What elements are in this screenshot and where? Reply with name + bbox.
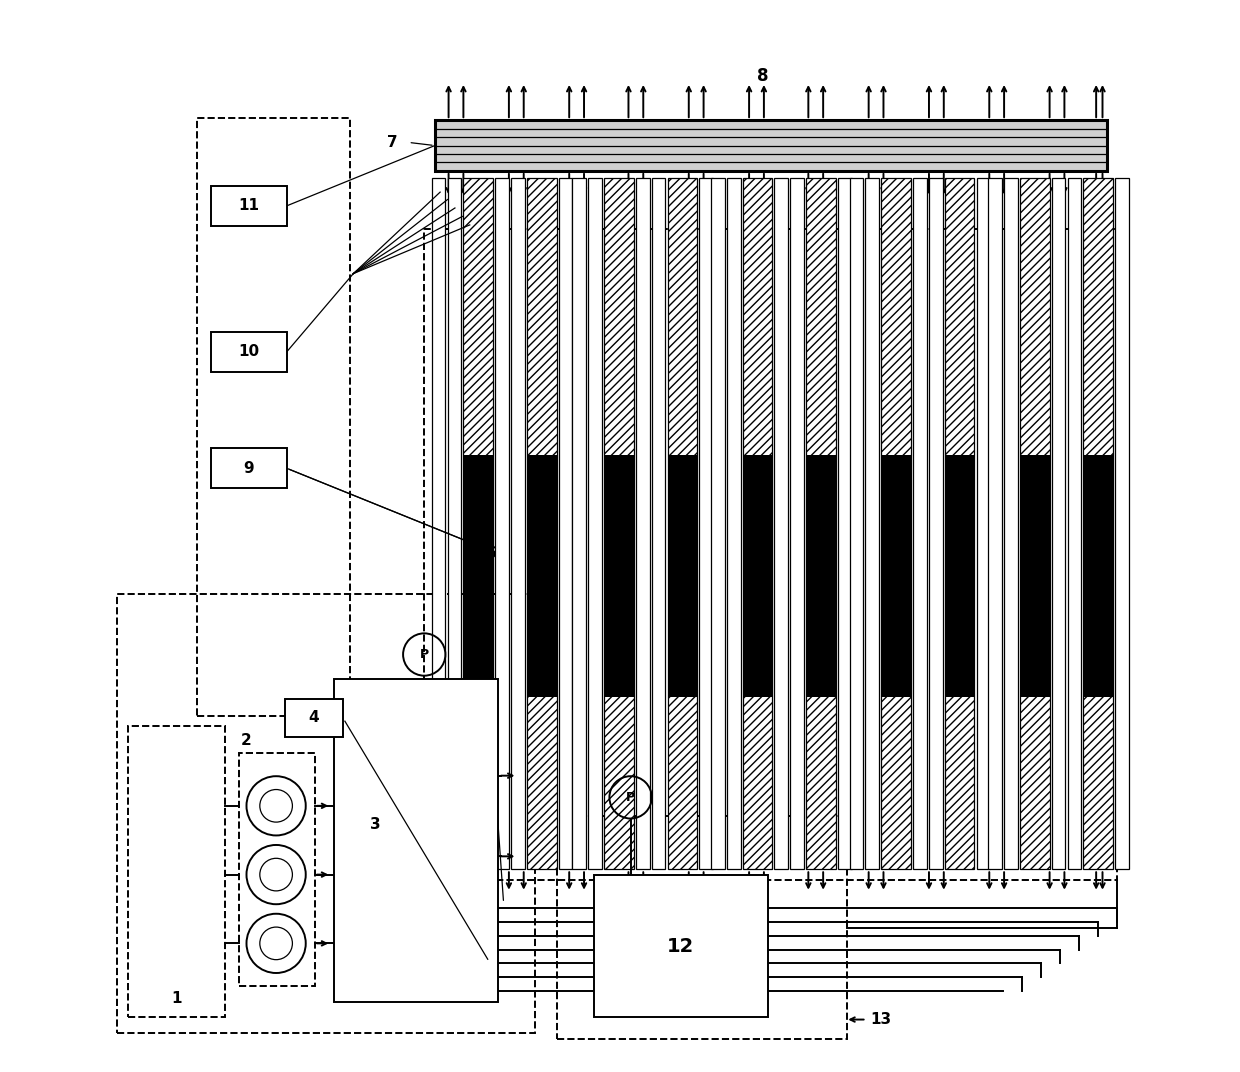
Bar bbox=[882, 455, 911, 697]
Bar bbox=[527, 178, 557, 869]
Text: 2: 2 bbox=[242, 733, 252, 747]
Text: 6: 6 bbox=[486, 547, 496, 562]
Bar bbox=[495, 178, 508, 869]
Text: 9: 9 bbox=[243, 461, 254, 476]
Bar bbox=[806, 455, 836, 697]
Bar bbox=[284, 699, 342, 738]
Bar bbox=[594, 875, 768, 1017]
Bar bbox=[1084, 455, 1114, 697]
Bar bbox=[913, 178, 926, 869]
Bar bbox=[667, 455, 697, 697]
Bar bbox=[699, 178, 713, 869]
Bar bbox=[435, 120, 1107, 170]
Text: P: P bbox=[419, 647, 429, 661]
Text: 10: 10 bbox=[238, 344, 259, 359]
Bar bbox=[211, 185, 286, 226]
Bar bbox=[945, 178, 975, 869]
Bar bbox=[432, 178, 445, 869]
Text: 11: 11 bbox=[238, 198, 259, 213]
Bar bbox=[1115, 178, 1128, 869]
Bar bbox=[464, 455, 494, 697]
Bar bbox=[527, 455, 557, 697]
Text: 5: 5 bbox=[475, 589, 486, 604]
Bar bbox=[977, 178, 991, 869]
Text: 4: 4 bbox=[309, 711, 319, 726]
Bar bbox=[882, 178, 911, 869]
Bar bbox=[775, 178, 789, 869]
Bar bbox=[652, 178, 666, 869]
Bar bbox=[790, 178, 804, 869]
Bar bbox=[559, 178, 573, 869]
Bar bbox=[743, 455, 773, 697]
Bar bbox=[667, 178, 697, 869]
Bar bbox=[1021, 178, 1049, 869]
Bar bbox=[743, 178, 773, 869]
Bar bbox=[1068, 178, 1081, 869]
Bar bbox=[636, 178, 650, 869]
Bar bbox=[604, 178, 634, 869]
Bar bbox=[464, 178, 494, 869]
Bar bbox=[1021, 455, 1049, 697]
Bar bbox=[929, 178, 942, 869]
Bar bbox=[866, 178, 879, 869]
Text: 12: 12 bbox=[667, 937, 694, 955]
Bar bbox=[1052, 178, 1065, 869]
Text: 8: 8 bbox=[758, 66, 769, 85]
Text: 7: 7 bbox=[387, 135, 398, 150]
Bar bbox=[573, 178, 587, 869]
Bar bbox=[1084, 178, 1114, 869]
Bar bbox=[1004, 178, 1018, 869]
Text: 1: 1 bbox=[171, 991, 182, 1006]
Bar bbox=[588, 178, 601, 869]
Text: P: P bbox=[626, 791, 635, 804]
Bar bbox=[806, 178, 836, 869]
Bar bbox=[211, 448, 286, 489]
Bar bbox=[448, 178, 461, 869]
Text: 3: 3 bbox=[370, 817, 381, 832]
Bar bbox=[511, 178, 525, 869]
Bar bbox=[211, 332, 286, 372]
Text: 13: 13 bbox=[870, 1012, 892, 1027]
Bar bbox=[335, 679, 498, 1001]
Bar bbox=[988, 178, 1002, 869]
Bar bbox=[849, 178, 863, 869]
Bar bbox=[838, 178, 852, 869]
Bar bbox=[604, 455, 634, 697]
Bar bbox=[727, 178, 740, 869]
Bar bbox=[945, 455, 975, 697]
Bar bbox=[711, 178, 724, 869]
